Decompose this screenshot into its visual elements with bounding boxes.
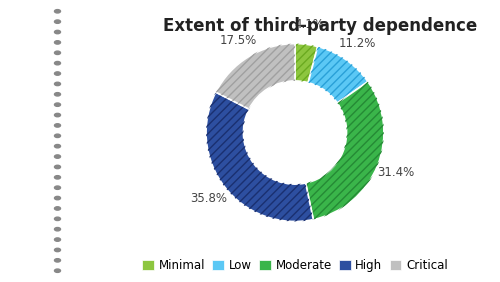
Legend: Minimal, Low, Moderate, High, Critical: Minimal, Low, Moderate, High, Critical (142, 259, 448, 272)
Text: Extent of third-party dependence: Extent of third-party dependence (164, 17, 477, 35)
Wedge shape (216, 44, 295, 109)
Text: 35.8%: 35.8% (190, 192, 228, 205)
Text: 4.1%: 4.1% (294, 18, 324, 31)
Text: 11.2%: 11.2% (338, 37, 376, 50)
Wedge shape (308, 47, 368, 103)
Wedge shape (306, 81, 384, 220)
Text: 17.5%: 17.5% (220, 34, 257, 47)
Wedge shape (295, 44, 318, 83)
Wedge shape (206, 92, 314, 221)
Text: 31.4%: 31.4% (378, 166, 414, 179)
